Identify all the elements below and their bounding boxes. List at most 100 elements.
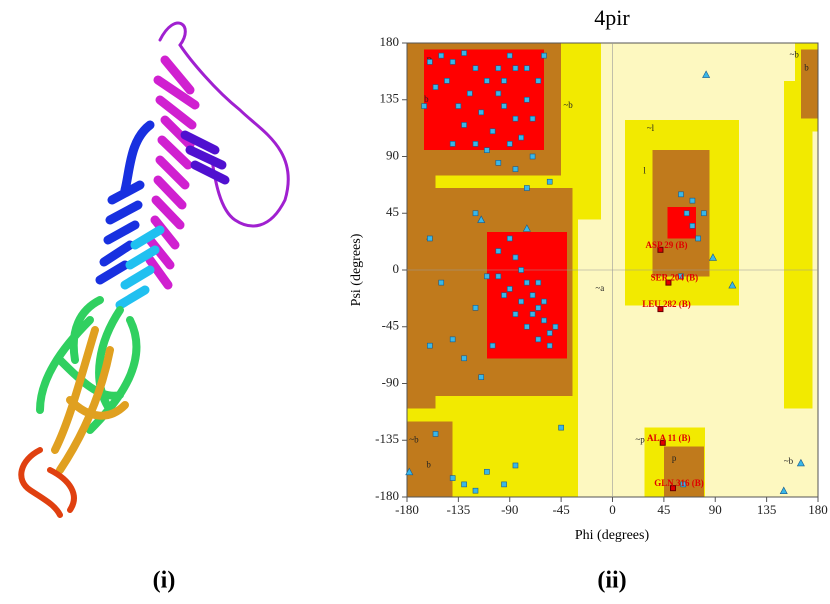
residue-point	[462, 51, 467, 56]
residue-point	[502, 482, 507, 487]
x-tick-label: -135	[446, 502, 470, 517]
residue-point	[547, 179, 552, 184]
residue-point	[496, 160, 501, 165]
residue-point	[679, 192, 684, 197]
residue-point	[479, 110, 484, 115]
residue-point	[450, 476, 455, 481]
residue-point	[519, 135, 524, 140]
helix	[185, 135, 225, 180]
outlier-label: SER 204 (B)	[651, 273, 699, 283]
residue-point	[473, 141, 478, 146]
residue-point	[524, 66, 529, 71]
outlier-label: LEU 282 (B)	[642, 299, 691, 309]
residue-point	[484, 469, 489, 474]
x-tick-label: 135	[757, 502, 777, 517]
outlier-label: ASP 29 (B)	[645, 240, 687, 250]
residue-point	[530, 154, 535, 159]
residue-point	[484, 274, 489, 279]
residue-point	[422, 104, 427, 109]
residue-point	[462, 122, 467, 127]
residue-point	[502, 293, 507, 298]
residue-point	[519, 268, 524, 273]
y-tick-label: 90	[386, 147, 399, 162]
residue-point	[524, 280, 529, 285]
residue-point	[502, 104, 507, 109]
residue-point	[524, 97, 529, 102]
residue-point	[473, 66, 478, 71]
loop	[160, 23, 288, 226]
residue-point	[462, 482, 467, 487]
residue-point	[473, 211, 478, 216]
residue-point	[444, 78, 449, 83]
residue-point	[536, 305, 541, 310]
residue-point	[507, 53, 512, 58]
residue-point	[536, 78, 541, 83]
residue-point	[484, 78, 489, 83]
residue-point	[701, 211, 706, 216]
residue-point	[536, 280, 541, 285]
residue-point	[542, 53, 547, 58]
region-label: ~b	[409, 434, 419, 444]
x-tick-label: 45	[657, 502, 670, 517]
region-label: b	[424, 94, 429, 104]
residue-point	[696, 236, 701, 241]
residue-point	[433, 85, 438, 90]
residue-point	[507, 286, 512, 291]
residue-point	[427, 343, 432, 348]
residue-point	[439, 280, 444, 285]
residue-point	[513, 167, 518, 172]
residue-point	[439, 53, 444, 58]
residue-point	[519, 299, 524, 304]
residue-point	[496, 91, 501, 96]
chart-title: 4pir	[594, 5, 630, 30]
y-tick-label: -180	[375, 488, 399, 503]
residue-point	[530, 116, 535, 121]
residue-point	[524, 324, 529, 329]
x-tick-label: -180	[395, 502, 419, 517]
figure: (i) (ii) 4pir Phi (degrees) Psi (degrees…	[0, 0, 830, 604]
residue-point	[502, 78, 507, 83]
x-tick-label: -45	[552, 502, 569, 517]
y-tick-label: 135	[380, 91, 400, 106]
residue-point	[513, 255, 518, 260]
residue-point	[427, 236, 432, 241]
protein-ribbon	[21, 23, 288, 515]
residue-point	[513, 463, 518, 468]
residue-point	[536, 337, 541, 342]
region-label: b	[804, 62, 809, 72]
outlier-label: ALA 11 (B)	[647, 433, 691, 443]
residue-point	[490, 129, 495, 134]
residue-point	[513, 312, 518, 317]
y-tick-label: 45	[386, 204, 399, 219]
residue-point	[507, 236, 512, 241]
x-axis-label: Phi (degrees)	[575, 528, 650, 543]
region-label: ~a	[595, 283, 604, 293]
region-label: ~l	[647, 123, 655, 133]
residue-point	[484, 148, 489, 153]
residue-point	[450, 337, 455, 342]
x-tick-label: -90	[501, 502, 518, 517]
outlier-label: GLN 316 (B)	[654, 478, 704, 488]
residue-point	[530, 293, 535, 298]
panel-label: (i)	[153, 568, 176, 594]
residue-point	[467, 91, 472, 96]
residue-point	[433, 431, 438, 436]
region-label: ~b	[784, 456, 794, 466]
residue-point	[456, 104, 461, 109]
y-axis-label: Psi (degrees)	[349, 233, 364, 306]
residue-point	[462, 356, 467, 361]
residue-point	[507, 141, 512, 146]
residue-point	[559, 425, 564, 430]
residue-point	[684, 211, 689, 216]
residue-point	[473, 488, 478, 493]
region-label: p	[672, 453, 677, 463]
residue-point	[450, 59, 455, 64]
residue-point	[530, 312, 535, 317]
x-tick-label: 90	[709, 502, 722, 517]
y-tick-label: -90	[382, 374, 399, 389]
region-label: b	[426, 460, 431, 470]
residue-point	[473, 305, 478, 310]
residue-point	[547, 331, 552, 336]
x-tick-label: 0	[609, 502, 616, 517]
residue-point	[542, 318, 547, 323]
